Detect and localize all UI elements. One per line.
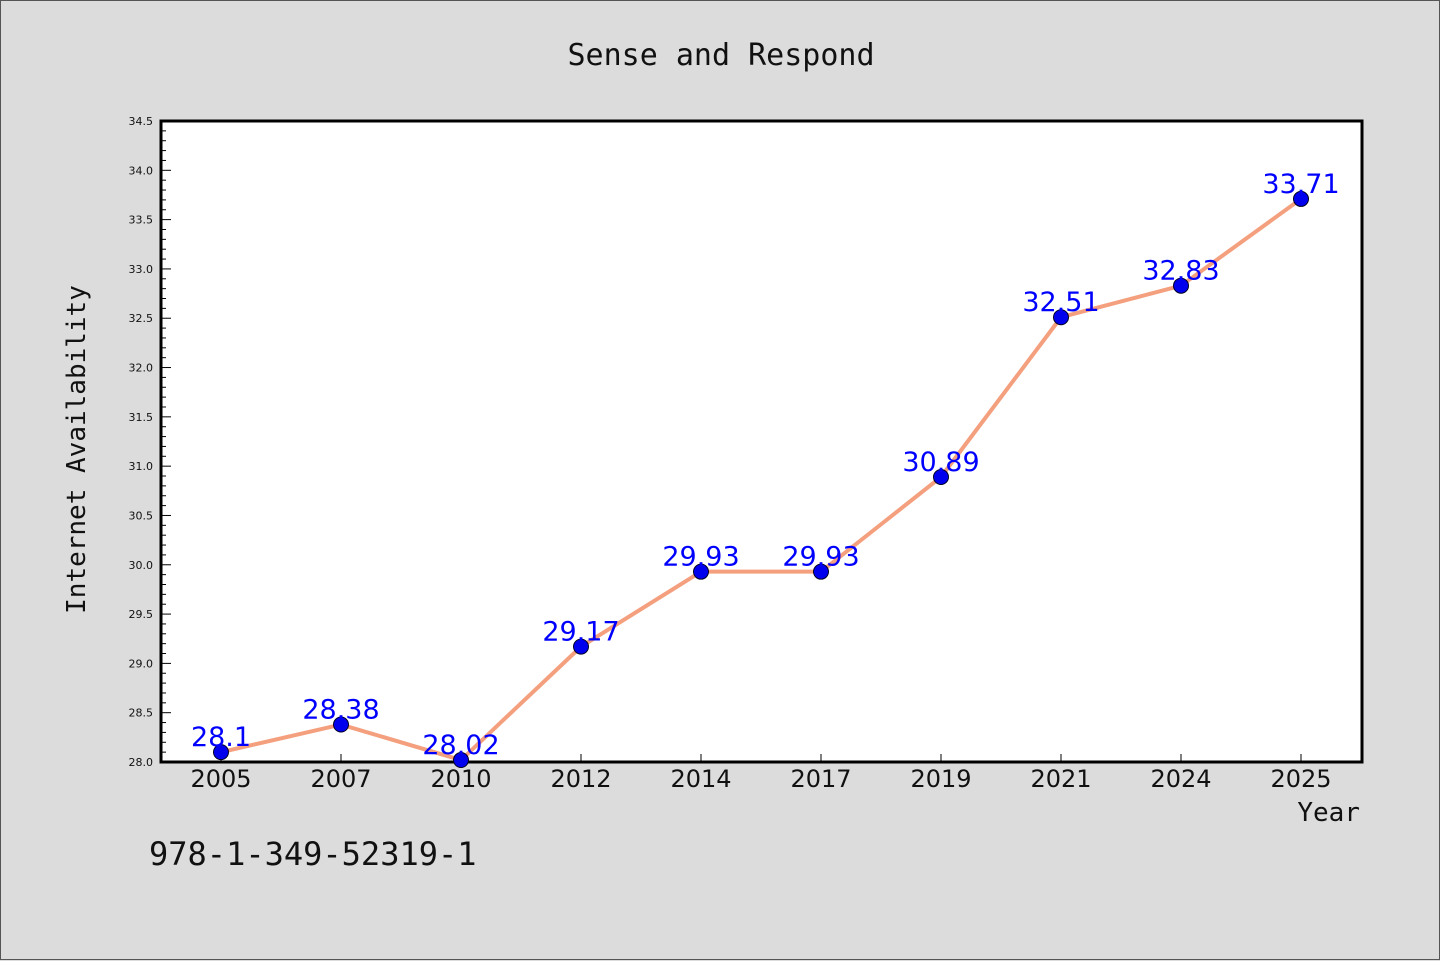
data-point <box>1293 190 1309 207</box>
plot-area <box>159 119 1364 764</box>
data-label: 28.02 <box>422 730 499 761</box>
data-label: 28.1 <box>191 722 251 753</box>
data-point <box>813 563 829 580</box>
y-tick-label: 31.0 <box>129 460 154 473</box>
y-tick-label: 30.5 <box>129 509 154 522</box>
x-tick-label: 2007 <box>310 765 371 793</box>
data-label: 29.93 <box>782 542 859 573</box>
y-tick-label: 29.5 <box>129 608 154 621</box>
data-label: 29.17 <box>542 617 619 648</box>
x-axis: 2005 2007 2010 2012 2014 2017 2019 2021 2024 2025 <box>190 754 1332 793</box>
x-tick-label: 2005 <box>190 765 251 793</box>
data-label: 30.89 <box>902 447 979 478</box>
y-tick-label: 33.5 <box>129 214 154 227</box>
data-point <box>693 563 709 580</box>
data-point <box>333 716 349 733</box>
data-label: 32.51 <box>1022 287 1099 318</box>
data-label: 32.83 <box>1142 256 1219 287</box>
data-label: 29.93 <box>662 542 739 573</box>
y-tick-label: 33.0 <box>129 263 154 276</box>
data-label: 33.71 <box>1262 169 1339 200</box>
x-tick-label: 2012 <box>550 765 611 793</box>
y-tick-label: 28.5 <box>129 707 154 720</box>
data-point <box>573 638 589 655</box>
x-tick-label: 2019 <box>910 765 971 793</box>
y-tick-label: 34.0 <box>129 164 154 177</box>
x-tick-label: 2017 <box>790 765 851 793</box>
y-tick-label: 29.0 <box>129 657 154 670</box>
isbn-text: 978-1-349-52319-1 <box>149 835 477 873</box>
data-point <box>1173 277 1189 294</box>
data-point <box>933 469 949 486</box>
series-line <box>220 197 1303 763</box>
data-label: 28.38 <box>302 695 379 726</box>
series-group <box>213 190 1309 769</box>
data-point <box>453 752 469 769</box>
y-axis: 28.0 28.5 29.0 29.5 30.0 30.5 31.0 31.5 32.0 32.5… <box>129 115 171 769</box>
y-tick-label: 34.5 <box>129 115 154 128</box>
x-tick-label: 2021 <box>1030 765 1091 793</box>
y-tick-label: 30.0 <box>129 559 154 572</box>
x-tick-label: 2014 <box>670 765 731 793</box>
x-tick-label: 2024 <box>1150 765 1211 793</box>
x-tick-label: 2025 <box>1270 765 1331 793</box>
y-tick-label: 28.0 <box>129 756 154 769</box>
x-axis-title: Year <box>1297 798 1360 828</box>
y-axis-title: Internet Availability <box>62 285 92 614</box>
data-point <box>1053 309 1069 326</box>
y-tick-label: 32.5 <box>129 312 154 325</box>
y-tick-label: 31.5 <box>129 411 154 424</box>
y-tick-label: 32.0 <box>129 362 154 375</box>
chart-title: Sense and Respond <box>567 38 874 73</box>
data-point <box>213 744 229 761</box>
x-tick-label: 2010 <box>430 765 491 793</box>
data-labels: 28.1 28.38 28.02 29.17 29.93 29.93 30.89 32.51 3… <box>191 169 1340 761</box>
